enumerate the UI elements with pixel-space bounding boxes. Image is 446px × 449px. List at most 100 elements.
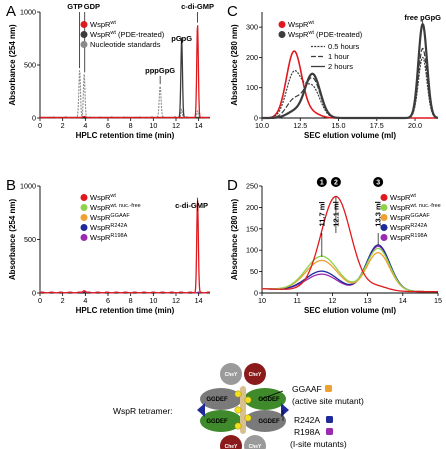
chey-label: CheY (249, 444, 262, 449)
wspr-tetramer-diagram: WspR tetramer: CheY CheY CheY CheY GGDEF GGDE… (113, 363, 364, 449)
legend-label: WspRGGAAF (90, 213, 130, 222)
chey-domain (220, 363, 242, 385)
nucleotide-ligand (234, 406, 242, 414)
y-tick-label: 0 (254, 114, 258, 123)
ggdef-label: GGDEF (258, 397, 280, 403)
ggdef-domain (200, 388, 242, 410)
nucleotide-ligand (244, 396, 252, 404)
marker-volume-label: 13.3 ml (374, 201, 383, 226)
ggdef-domain (244, 410, 286, 432)
y-tick-label: 100 (246, 83, 258, 92)
y-axis-label: Absorbance (254 nm) (8, 24, 17, 106)
ggdef-label: GGDEF (258, 419, 280, 425)
mutant-swatch (326, 428, 333, 435)
legend-label: 2 hours (328, 62, 353, 71)
x-tick-label: 0 (38, 296, 42, 305)
panel-a-chart: 0 2 4 6 8 10 12 14 0 500 1000 HPLC retention time (… (8, 2, 214, 140)
chey-label: CheY (225, 444, 238, 449)
marker-badge-number: 3 (376, 180, 380, 187)
legend-label: Nucleotide standards (90, 40, 161, 49)
chey-domain (244, 435, 266, 449)
series-wspr-wt-pde (39, 39, 211, 119)
series-nucleotide-standards (39, 70, 211, 119)
y-tick-label: 1000 (20, 8, 36, 17)
legend-marker (380, 214, 388, 221)
x-tick-label: 8 (129, 121, 133, 130)
arrow-right-icon (281, 403, 289, 417)
y-tick-label: 0 (32, 289, 36, 298)
panel-b-chart: 0 2 4 6 8 10 12 14 0 500 1000 HPLC retention time (… (8, 182, 211, 315)
legend-label: 0.5 hours (328, 42, 360, 51)
marker-badge-number: 1 (320, 180, 324, 187)
legend-label: WspRGGAAF (390, 213, 430, 222)
series-d-0 (261, 195, 439, 293)
y-tick-label: 150 (246, 224, 258, 233)
legend-label: 1 hour (328, 52, 350, 61)
x-axis-label: SEC elution volume (ml) (304, 306, 396, 315)
x-tick-label: 0 (38, 121, 42, 130)
legend-marker (80, 204, 88, 211)
series-d-1 (261, 247, 439, 293)
y-tick-label: 50 (250, 267, 258, 276)
x-tick-label: 15 (434, 296, 442, 305)
mutant-swatch (325, 385, 332, 392)
x-tick-label: 12 (328, 296, 336, 305)
mutant-label-r198a: R198A (294, 427, 320, 437)
x-tick-label: 12 (172, 121, 180, 130)
y-tick-label: 250 (246, 182, 258, 191)
chey-domain (244, 363, 266, 385)
legend-label: WspRR242A (90, 223, 128, 232)
x-tick-label: 6 (106, 121, 110, 130)
series-d-3 (261, 244, 439, 293)
x-tick-label: 10 (149, 121, 157, 130)
y-axis-label: Absorbance (280 nm) (230, 24, 239, 106)
legend-marker (278, 31, 286, 38)
legend-marker (380, 224, 388, 231)
y-tick-label: 0 (32, 114, 36, 123)
legend-marker (380, 194, 388, 201)
legend-label: WspRwt. nuc.-free (390, 203, 441, 212)
x-tick-label: 14 (399, 296, 407, 305)
legend-marker (278, 21, 286, 28)
y-tick-label: 200 (246, 53, 258, 62)
x-tick-label: 2 (61, 121, 65, 130)
y-axis-label: Absorbance (280 nm) (230, 198, 239, 280)
x-tick-label: 12.5 (293, 121, 307, 130)
nucleotide-ligand (244, 414, 252, 422)
legend-marker (80, 194, 88, 201)
legend-marker (80, 234, 88, 241)
panel-c-chart: 10.0 12.5 15.0 17.5 20.0 0 100 200 300 SEC elutio… (230, 12, 441, 140)
y-axis-label: Absorbance (254 nm) (8, 198, 17, 280)
ggdef-label: GGDEF (206, 419, 228, 425)
y-tick-label: 500 (24, 61, 36, 70)
y-tick-label: 200 (246, 203, 258, 212)
marker-volume-label: 11.7 ml (317, 201, 326, 226)
legend-label: WspRR198A (90, 233, 128, 242)
legend-label: WspRwt (PDE-treated) (288, 30, 363, 39)
peak-label: pGpG (171, 34, 192, 43)
series-b-wspr-wt (39, 200, 211, 294)
linker-helix (240, 386, 246, 434)
x-tick-label: 10.0 (255, 121, 269, 130)
y-tick-label: 500 (24, 235, 36, 244)
mutant-desc-isite: (I-site mutants) (290, 439, 347, 449)
y-tick-label: 0 (254, 289, 258, 298)
x-axis-label: HPLC retention time (min) (76, 306, 175, 315)
mutant-swatch (326, 416, 333, 423)
x-tick-label: 20.0 (408, 121, 422, 130)
legend-label: WspRwt (90, 20, 116, 29)
legend-marker (80, 31, 88, 38)
nucleotide-ligand (234, 422, 242, 430)
legend-marker (80, 224, 88, 231)
legend-marker (80, 214, 88, 221)
legend-label: WspRwt (288, 20, 314, 29)
x-tick-label: 10 (149, 296, 157, 305)
peak-label: pppGpG (145, 66, 175, 75)
x-tick-label: 17.5 (370, 121, 384, 130)
legend-label: WspRwt (90, 193, 116, 202)
nucleotide-ligand (234, 390, 242, 398)
y-tick-label: 300 (246, 23, 258, 32)
x-tick-label: 8 (129, 296, 133, 305)
x-tick-label: 15.0 (332, 121, 346, 130)
